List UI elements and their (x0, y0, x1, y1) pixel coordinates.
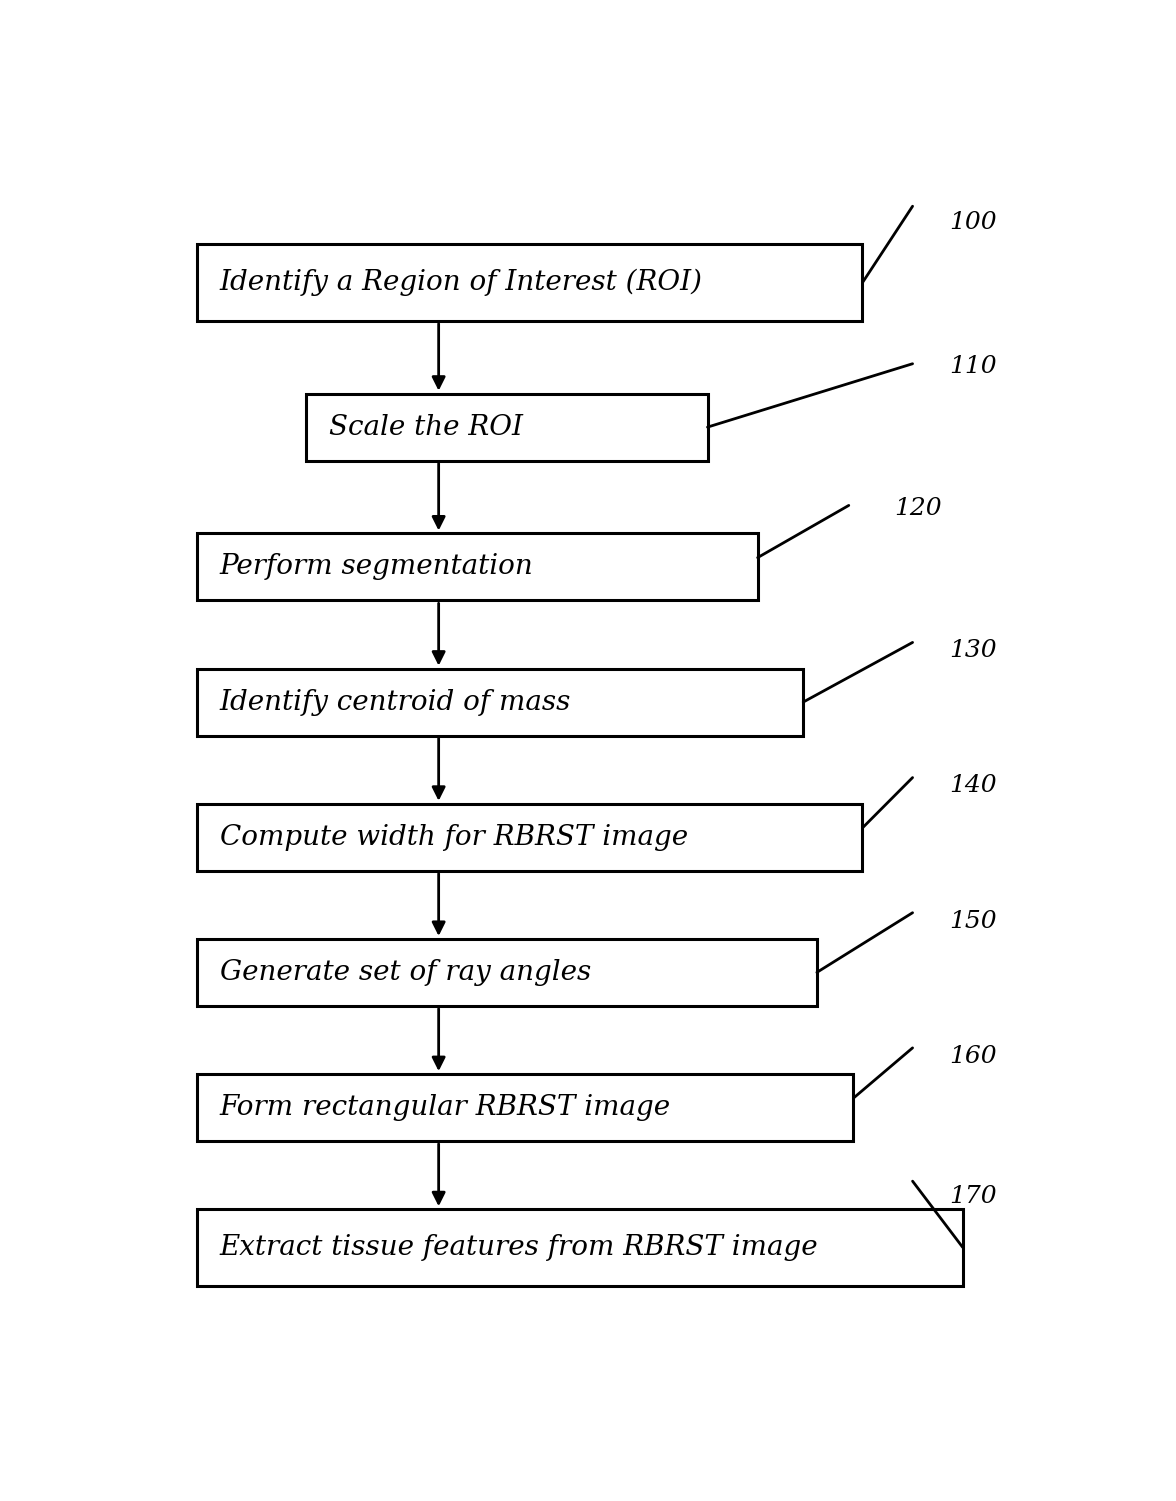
Text: Scale the ROI: Scale the ROI (329, 414, 523, 441)
Text: Form rectangular RBRST image: Form rectangular RBRST image (220, 1094, 671, 1121)
Bar (198, 533, 757, 600)
Text: 170: 170 (949, 1184, 996, 1208)
Text: 130: 130 (949, 639, 996, 662)
Text: 140: 140 (949, 775, 996, 797)
Bar (198, 1075, 854, 1141)
Text: Compute width for RBRST image: Compute width for RBRST image (220, 824, 688, 851)
Bar (198, 803, 862, 871)
Text: Extract tissue features from RBRST image: Extract tissue features from RBRST image (220, 1234, 818, 1261)
Text: 110: 110 (949, 356, 996, 378)
Text: 150: 150 (949, 910, 996, 932)
Text: Generate set of ray angles: Generate set of ray angles (220, 959, 592, 986)
Text: Identify a Region of Interest (ROI): Identify a Region of Interest (ROI) (220, 269, 703, 296)
Bar (198, 1210, 963, 1285)
Bar (198, 245, 862, 321)
Text: 120: 120 (895, 497, 942, 519)
Bar (198, 938, 817, 1006)
Text: 160: 160 (949, 1045, 996, 1067)
Bar (198, 668, 803, 735)
Text: 100: 100 (949, 210, 996, 234)
Text: Perform segmentation: Perform segmentation (220, 554, 534, 581)
Bar (307, 393, 708, 461)
Text: Identify centroid of mass: Identify centroid of mass (220, 689, 572, 716)
